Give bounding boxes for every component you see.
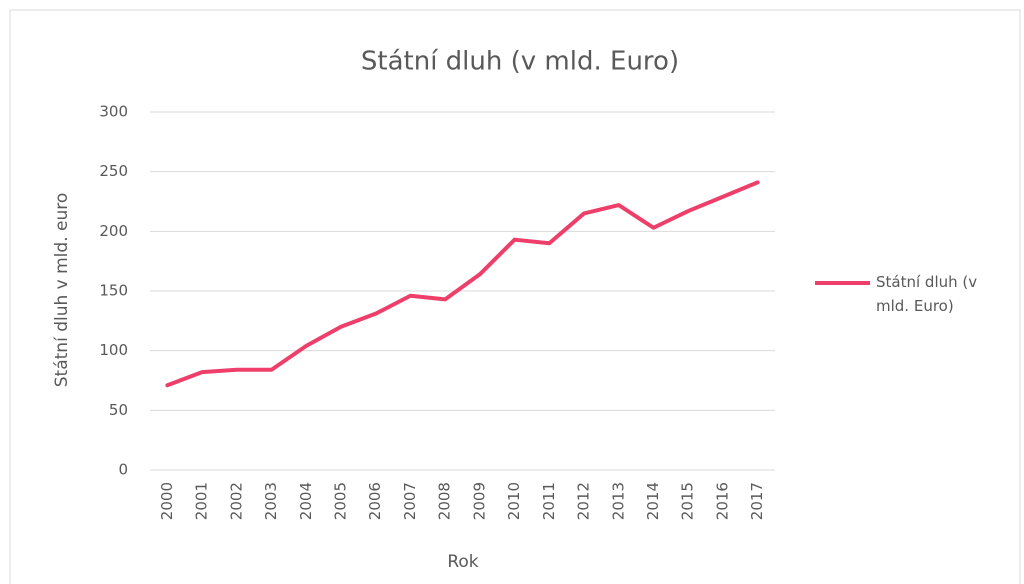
x-tick-label: 2010	[505, 482, 523, 520]
y-tick-label: 100	[99, 341, 128, 359]
x-tick-label: 2008	[436, 482, 454, 520]
y-tick-label: 200	[99, 222, 128, 240]
x-tick-label: 2007	[401, 482, 419, 520]
x-axis-label: Rok	[447, 552, 478, 572]
x-tick-label: 2004	[297, 482, 315, 520]
x-tick-label: 2009	[470, 482, 488, 520]
chart-title: Státní dluh (v mld. Euro)	[361, 47, 679, 77]
y-tick-label: 50	[109, 401, 128, 419]
x-tick-label: 2005	[331, 482, 349, 520]
x-tick-label: 2002	[227, 482, 245, 520]
x-tick-label: 2016	[713, 482, 731, 520]
x-tick-label: 2011	[540, 482, 558, 520]
y-tick-label: 250	[99, 162, 128, 180]
y-tick-label: 150	[99, 282, 128, 300]
x-tick-label: 2003	[262, 482, 280, 520]
x-tick-label: 2017	[748, 482, 766, 520]
x-tick-label: 2014	[644, 482, 662, 520]
legend-label: Státní dluh (v mld. Euro)	[876, 273, 978, 315]
y-tick-label: 300	[99, 103, 128, 121]
x-tick-label: 2006	[366, 482, 384, 520]
data-line	[165, 180, 760, 388]
x-tick-label: 2000	[158, 482, 176, 520]
x-tick-label: 2012	[575, 482, 593, 520]
x-tick-label: 2001	[193, 482, 211, 520]
x-tick-label: 2015	[679, 482, 697, 520]
x-tick-label: 2013	[609, 482, 627, 520]
chart-border	[9, 9, 1021, 584]
y-tick-label: 0	[118, 461, 128, 479]
y-axis-label: Státní dluh v mld. euro	[52, 193, 72, 388]
